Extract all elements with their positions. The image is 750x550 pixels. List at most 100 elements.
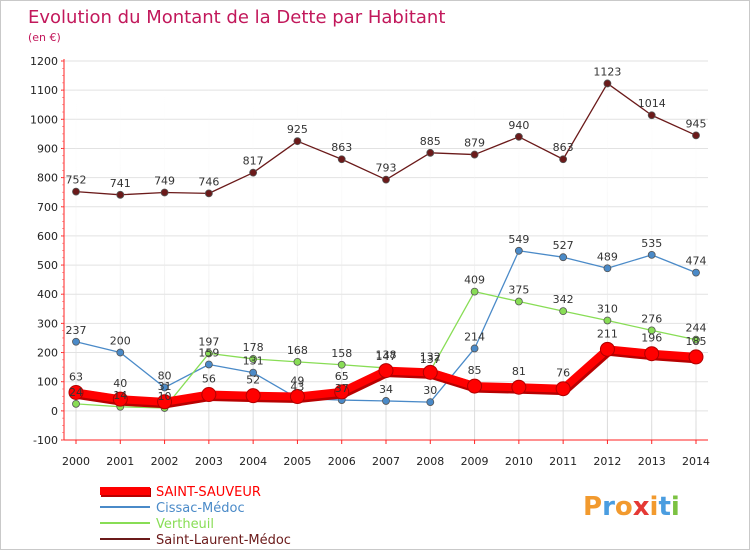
data-point: [293, 137, 302, 146]
data-label: 52: [246, 374, 260, 387]
data-label: 30: [423, 384, 437, 397]
data-point: [249, 368, 258, 377]
data-point: [555, 381, 571, 397]
data-label: 40: [113, 377, 127, 390]
data-point: [289, 389, 305, 405]
data-label: 138: [376, 349, 397, 362]
data-label: 945: [686, 117, 707, 130]
data-point: [426, 398, 435, 407]
legend-item: Vertheuil: [100, 517, 214, 532]
data-point: [603, 316, 612, 325]
data-label: 168: [287, 344, 308, 357]
legend-label: Saint-Laurent-Médoc: [156, 533, 291, 548]
data-label: 214: [464, 330, 485, 343]
x-tick-label: 2003: [195, 455, 223, 468]
data-label: 211: [597, 327, 618, 340]
data-point: [470, 344, 479, 353]
data-point: [382, 175, 390, 184]
data-label: 863: [553, 141, 574, 154]
data-label: 178: [243, 341, 264, 354]
data-label: 34: [379, 383, 393, 396]
data-label: 342: [553, 293, 574, 306]
data-point: [112, 391, 128, 407]
data-label: 80: [158, 370, 172, 383]
data-point: [378, 363, 394, 379]
x-gridline: [474, 61, 476, 440]
x-tick-label: 2009: [461, 455, 489, 468]
data-labels: 63 40 31 56 52 49 65 138 132 85 81 76 211 196 185 237 20…: [66, 65, 707, 402]
x-tick-label: 2005: [283, 455, 311, 468]
series-saint-laurent-m-doc: [72, 79, 700, 199]
x-gridline: [252, 61, 254, 440]
x-tick-label: 2008: [416, 455, 444, 468]
data-point: [603, 264, 612, 273]
data-label: 10: [158, 390, 172, 403]
data-label: 56: [202, 373, 216, 386]
data-point: [559, 155, 568, 164]
y-tick-label: 200: [37, 347, 58, 360]
data-point: [245, 388, 261, 404]
data-label: 276: [641, 312, 662, 325]
data-label: 925: [287, 123, 308, 136]
data-point: [293, 357, 302, 366]
x-tick-label: 2000: [62, 455, 90, 468]
data-point: [72, 399, 80, 408]
data-point: [334, 384, 350, 400]
x-gridline: [562, 61, 564, 440]
data-label: 14: [113, 389, 127, 402]
data-label: 37: [335, 382, 349, 395]
legend-label: Cissac-Médoc: [156, 501, 245, 516]
data-label: 793: [376, 162, 397, 175]
data-label: 527: [553, 239, 574, 252]
data-point: [647, 326, 656, 335]
y-tick-label: 400: [37, 288, 58, 301]
logo-letter: t: [658, 492, 670, 522]
data-point: [422, 364, 438, 380]
logo-letter: i: [671, 492, 680, 522]
data-point: [470, 287, 479, 296]
data-label: 43: [290, 380, 304, 393]
x-gridline: [385, 61, 387, 440]
x-gridline: [695, 61, 697, 440]
data-point: [249, 355, 258, 363]
legend: SAINT-SAUVEURCissac-MédocVertheuilSaint-…: [100, 485, 291, 548]
y-tick-label: 600: [37, 230, 58, 243]
data-label: 474: [686, 255, 707, 268]
y-tick-label: 800: [37, 172, 58, 185]
x-tick-label: 2012: [593, 455, 621, 468]
logo-letter: o: [615, 492, 633, 522]
x-gridline: [429, 61, 431, 440]
data-point: [116, 190, 125, 199]
data-label: 131: [243, 355, 264, 368]
y-tick-label: 100: [37, 376, 58, 389]
data-point: [692, 268, 700, 277]
data-point: [160, 188, 169, 197]
data-label: 200: [110, 335, 131, 348]
logo-letter: i: [650, 492, 659, 522]
x-tick-label: 2010: [505, 455, 533, 468]
legend-label: SAINT-SAUVEUR: [156, 485, 261, 500]
data-label: 63: [69, 370, 83, 383]
data-label: 310: [597, 302, 618, 315]
data-point: [467, 378, 483, 394]
y-tick-label: 1000: [30, 113, 58, 126]
data-label: 549: [508, 233, 529, 246]
data-point: [204, 349, 213, 358]
data-point: [559, 253, 568, 262]
data-point: [603, 79, 612, 88]
y-tick-label: 500: [37, 259, 58, 272]
data-label: 741: [110, 177, 131, 190]
logo-letter: P: [583, 492, 602, 522]
data-label: 31: [158, 380, 172, 393]
x-gridline: [606, 61, 608, 440]
axes: -100 0 100 200 300 400 500 600 700 800 900 1000 1100…: [30, 55, 710, 468]
data-point: [647, 111, 656, 120]
data-label: 885: [420, 135, 441, 148]
data-label: 159: [198, 346, 219, 359]
data-point: [692, 335, 700, 344]
data-label: 749: [154, 174, 175, 187]
data-point: [426, 148, 435, 157]
data-label: 746: [198, 175, 219, 188]
data-point: [204, 360, 213, 369]
